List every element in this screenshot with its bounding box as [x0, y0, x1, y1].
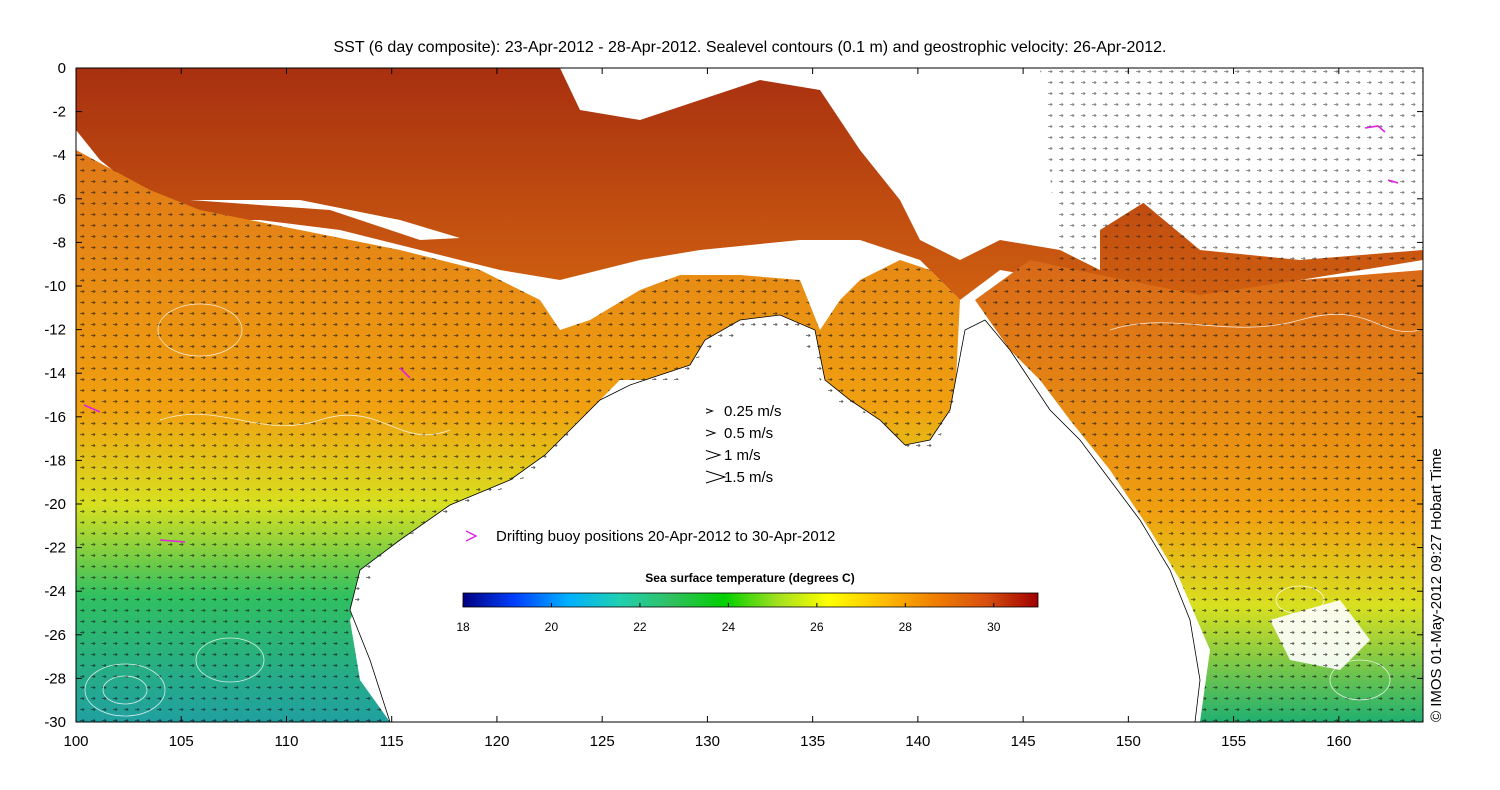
sst-field-indonesian-seas: [76, 68, 1423, 300]
y-tick-label: 0: [58, 60, 66, 77]
colorbar-title: Sea surface temperature (degrees C): [645, 571, 854, 585]
imos-credit: © IMOS 01-May-2012 09:27 Hobart Time: [1428, 448, 1445, 722]
y-tick-label: -2: [53, 104, 66, 121]
y-tick-label: -24: [44, 583, 66, 600]
buoy-marker-icon: [465, 530, 478, 542]
y-tick-label: -14: [44, 365, 66, 382]
x-axis: 100 105 110 115 120 125 130 135 140 145 150 155 160: [63, 68, 1351, 750]
velocity-label: 0.5 m/s: [724, 425, 773, 442]
x-tick-label: 125: [590, 733, 615, 750]
colorbar-tick-label: 20: [545, 620, 559, 634]
colorbar-tick-label: 24: [722, 620, 736, 634]
x-tick-label: 155: [1221, 733, 1246, 750]
x-tick-label: 145: [1011, 733, 1036, 750]
y-tick-label: -28: [44, 670, 66, 687]
colorbar-ticks: 18 20 22 24 26 28 30: [456, 603, 1001, 634]
sst-colorbar: Sea surface temperature (degrees C) 18 20…: [456, 571, 1039, 634]
x-tick-label: 115: [380, 733, 404, 750]
x-tick-label: 160: [1326, 733, 1351, 750]
drifting-buoy-tracks: [83, 125, 1399, 543]
colorbar-tick-label: 30: [987, 620, 1001, 634]
colorbar-tick-label: 22: [633, 620, 647, 634]
velocity-label: 1 m/s: [724, 447, 761, 464]
colorbar-tick-label: 26: [810, 620, 824, 634]
velocity-label: 0.25 m/s: [724, 403, 782, 420]
x-tick-label: 130: [695, 733, 720, 750]
y-tick-label: -18: [44, 452, 66, 469]
cloud-mask-north: [190, 68, 1180, 240]
velocity-scale-legend: 0.25 m/s 0.5 m/s 1 m/s 1.5 m/s: [705, 403, 782, 486]
colorbar-tick-label: 18: [456, 620, 470, 634]
velocity-arrow-icon: [705, 429, 717, 437]
map-plot-area: [76, 68, 1423, 722]
y-tick-label: -20: [44, 496, 66, 513]
map-title: SST (6 day composite): 23-Apr-2012 - 28-…: [333, 39, 1166, 56]
x-tick-label: 100: [63, 733, 88, 750]
y-tick-label: -8: [53, 234, 66, 251]
sealevel-contours: [84, 303, 1421, 717]
geostrophic-velocity-field-east: [975, 260, 1423, 722]
colorbar-ramp: [462, 592, 1039, 608]
x-tick-label: 135: [800, 733, 825, 750]
y-tick-label: -26: [44, 627, 66, 644]
y-tick-label: -4: [53, 147, 66, 164]
y-tick-label: -16: [44, 409, 66, 426]
velocity-label: 1.5 m/s: [724, 469, 773, 486]
colorbar-tick-label: 28: [899, 620, 913, 634]
geostrophic-velocity-field-north: [1040, 68, 1423, 300]
buoy-legend: Drifting buoy positions 20-Apr-2012 to 3…: [465, 528, 835, 545]
velocity-arrow-icon: [705, 408, 715, 414]
y-tick-label: -22: [44, 540, 66, 557]
map-frame: [75, 67, 1424, 723]
y-tick-label: -6: [53, 191, 66, 208]
velocity-arrow-icon: [705, 470, 727, 484]
y-tick-label: -10: [44, 278, 66, 295]
x-tick-label: 150: [1116, 733, 1141, 750]
y-tick-label: -30: [44, 714, 66, 731]
geostrophic-velocity-field-west: [76, 150, 960, 722]
velocity-arrow-icon: [705, 450, 722, 460]
x-tick-label: 140: [905, 733, 930, 750]
x-tick-label: 105: [169, 733, 194, 750]
y-tick-label: -12: [44, 322, 66, 339]
x-tick-label: 120: [484, 733, 509, 750]
y-axis: 0 -2 -4 -6 -8 -10 -12 -14 -16 -18 -20 -22 -24 -26 -28 -…: [44, 60, 1423, 731]
x-tick-label: 110: [275, 733, 299, 750]
buoy-legend-label: Drifting buoy positions 20-Apr-2012 to 3…: [496, 528, 835, 545]
